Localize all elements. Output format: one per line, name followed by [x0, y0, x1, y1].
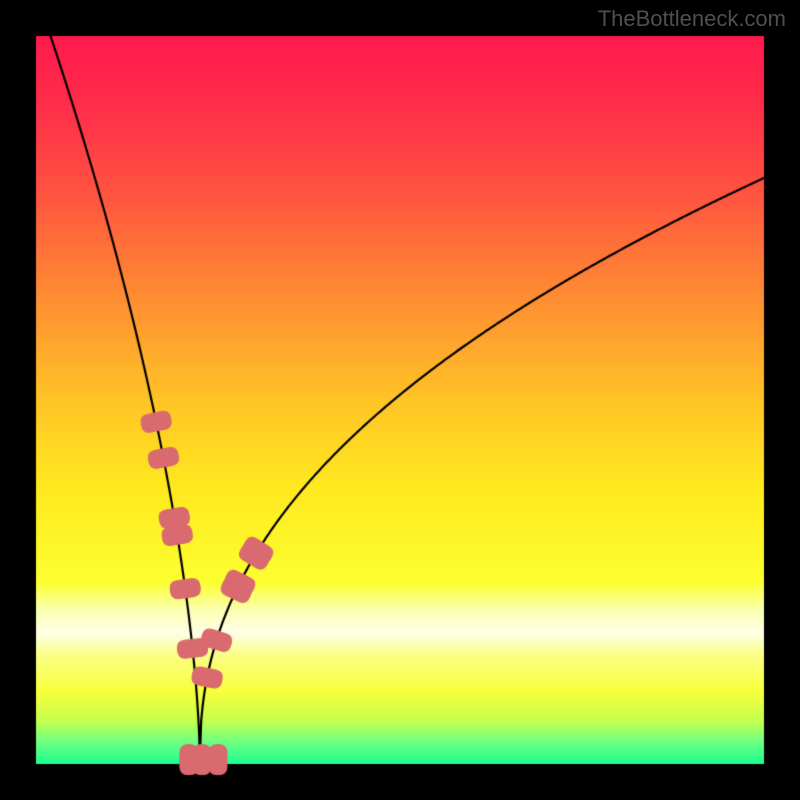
bottleneck-curve-chart: [0, 0, 800, 800]
